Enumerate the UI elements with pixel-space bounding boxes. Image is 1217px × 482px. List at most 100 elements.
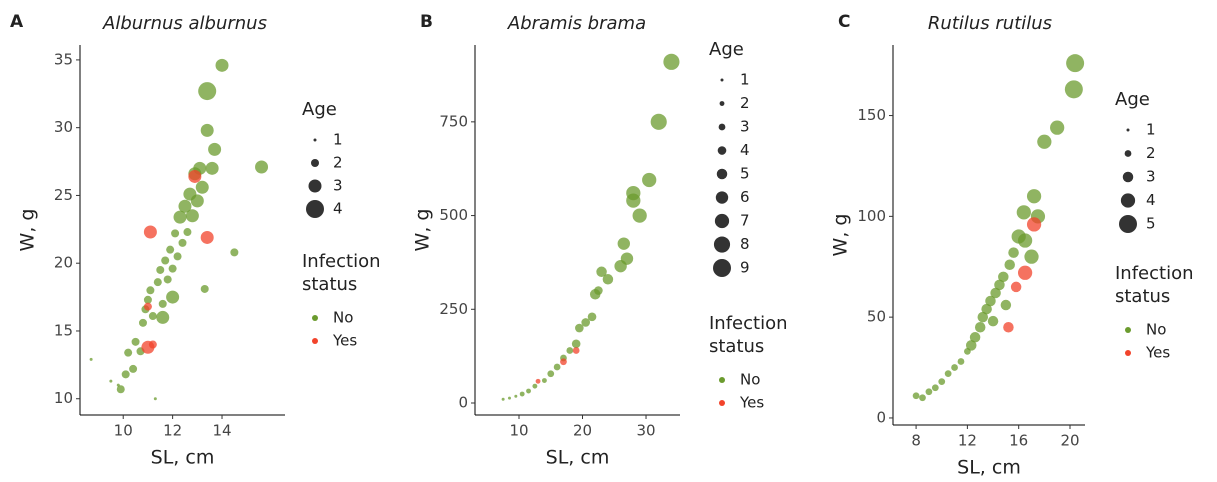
x-axis-label: SL, cm [151,447,215,469]
point [148,340,157,349]
point [566,347,574,354]
x-tick-label: 14 [212,422,231,440]
point [131,337,140,346]
y-tick-label: 30 [54,118,73,136]
point [912,392,920,400]
point [153,278,162,287]
point [138,318,147,327]
color-legend-title: Infection status [1115,263,1194,307]
y-axis-label: W, g [830,214,852,257]
legend-size-label: 9 [740,259,750,277]
legend-size-label: 3 [740,118,750,136]
point [166,290,180,304]
point [156,265,165,274]
y-tick-label: 0 [458,394,468,412]
point [143,295,152,304]
point [195,180,209,194]
x-tick-label: 30 [636,422,655,440]
point [925,388,933,396]
y-tick-label: 15 [54,321,73,339]
point [931,384,939,392]
point [974,321,986,333]
panel-label: C [838,12,850,32]
point [178,199,192,213]
legend-size-label: 4 [333,200,343,218]
legend-size-label: 8 [740,235,750,253]
legend-color-key [719,377,725,383]
legend-label: No [1146,321,1166,339]
point [581,318,591,327]
point [143,302,152,311]
point [109,379,113,383]
point [1016,205,1031,220]
point [951,364,958,371]
point [200,123,214,137]
point [663,53,680,70]
y-tick-label: 50 [867,308,886,326]
y-tick-label: 20 [54,254,73,272]
point [173,252,182,261]
y-tick-label: 150 [857,106,886,124]
point [190,194,204,208]
x-tick-label: 12 [958,432,977,450]
panel-label: B [420,12,433,32]
y-tick-label: 250 [439,300,468,318]
legend-size-label: 2 [333,154,343,172]
y-axis-label: W, g [17,209,39,252]
point [168,264,177,273]
point [575,323,584,333]
point [208,142,222,156]
point [121,370,130,379]
legend-size-key [308,179,322,193]
legend-size-label: 2 [1146,144,1156,162]
legend-size-key [311,159,319,167]
size-legend-title: Age [302,99,337,120]
point [161,256,170,265]
point [572,347,580,354]
panel-label: A [10,12,24,32]
legend-size-label: 7 [740,212,750,230]
legend-label: Yes [739,394,764,412]
point [156,310,170,324]
legend-color-key [1125,327,1131,333]
point [620,252,634,265]
point [919,394,926,402]
legend-size-key [713,236,731,253]
point [1004,259,1015,270]
point [146,286,155,295]
point [166,245,175,254]
legend-size-key [1120,193,1136,208]
legend-size-key [1122,171,1134,183]
legend-color-key [312,338,318,344]
point [532,383,538,389]
legend-size-label: 5 [740,165,750,183]
point [1010,281,1022,293]
point [230,248,239,257]
point [116,385,125,394]
legend-color-key [1125,350,1131,356]
point [617,237,630,250]
point [124,348,133,357]
point [985,295,996,307]
chart-title: Rutilus rutilus [928,13,1052,34]
point [143,225,157,239]
point [642,172,657,188]
legend-size-key [713,259,731,277]
x-tick-label: 20 [1060,432,1079,450]
point [1008,247,1019,258]
point [173,210,187,224]
point [1050,120,1065,135]
y-tick-label: 0 [876,408,886,426]
legend-size-key [715,191,729,204]
point [507,396,511,400]
x-tick-label: 16 [1009,432,1028,450]
y-tick-label: 25 [54,186,73,204]
point [944,370,952,377]
chart-title: Alburnus alburnus [102,13,267,34]
point [596,266,607,278]
point [535,378,541,384]
y-tick-label: 100 [857,207,886,225]
legend-size-label: 3 [1146,168,1156,186]
legend-size-label: 3 [333,177,343,195]
